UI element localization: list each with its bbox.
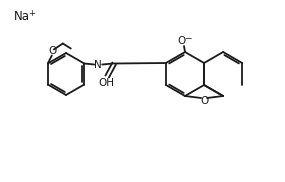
Text: Na: Na <box>14 11 30 23</box>
Text: +: + <box>28 9 35 17</box>
Text: O: O <box>178 36 186 46</box>
Text: OH: OH <box>98 78 114 88</box>
Text: −: − <box>184 33 192 43</box>
Text: O: O <box>200 96 208 106</box>
Text: N: N <box>94 60 102 70</box>
Text: O: O <box>49 46 57 56</box>
